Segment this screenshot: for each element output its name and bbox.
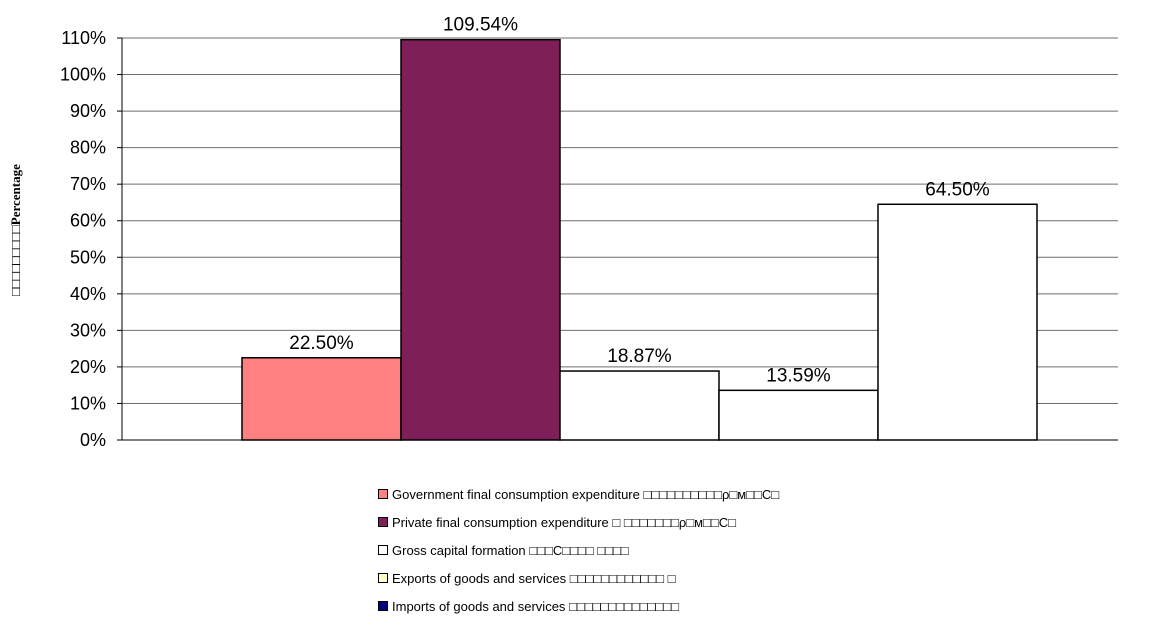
legend-swatch xyxy=(378,489,388,499)
legend: Government final consumption expenditure… xyxy=(378,480,1078,620)
y-tick-label: 40% xyxy=(70,284,106,304)
bar xyxy=(400,38,561,441)
y-tick-label: 80% xyxy=(70,138,106,158)
bar-chart: 0% 10% 20% 30% 40% 50% 60% 70% 80% 90% 100% 110% 22.… xyxy=(60,15,1118,450)
legend-swatch xyxy=(378,601,388,611)
legend-item: Gross capital formation □□□C□□□□ □□□□ xyxy=(378,536,1078,564)
y-axis-label-text: □□□□□□□□□Percentage xyxy=(8,164,23,296)
y-tick-label: 100% xyxy=(60,65,106,85)
legend-item: Exports of goods and services □□□□□□□□□□… xyxy=(378,564,1078,592)
legend-label: Gross capital formation □□□C□□□□ □□□□ xyxy=(392,542,629,558)
bar xyxy=(241,357,402,441)
y-tick-label: 70% xyxy=(70,174,106,194)
legend-item: Government final consumption expenditure… xyxy=(378,480,1078,508)
y-tick-label: 90% xyxy=(70,101,106,121)
legend-swatch xyxy=(378,545,388,555)
y-tick-label: 50% xyxy=(70,247,106,267)
legend-label: Private final consumption expenditure □ … xyxy=(392,514,736,530)
legend-swatch xyxy=(378,517,388,527)
legend-label: Exports of goods and services □□□□□□□□□□… xyxy=(392,570,676,586)
y-tick-label: 10% xyxy=(70,393,106,413)
legend-item: Private final consumption expenditure □ … xyxy=(378,508,1078,536)
legend-swatch xyxy=(378,573,388,583)
legend-label: Government final consumption expenditure… xyxy=(392,486,780,502)
bar xyxy=(877,203,1038,441)
data-label: 109.54% xyxy=(443,15,518,36)
data-label: 22.50% xyxy=(289,333,354,354)
data-label: 13.59% xyxy=(766,365,831,386)
y-tick-label: 60% xyxy=(70,211,106,231)
data-label: 18.87% xyxy=(607,346,672,367)
y-axis-label: □□□□□□□□□Percentage xyxy=(4,150,28,310)
y-tick-label: 30% xyxy=(70,320,106,340)
bar xyxy=(718,389,879,441)
y-tick-label: 20% xyxy=(70,357,106,377)
y-tick-label: 0% xyxy=(80,430,106,450)
legend-label: Imports of goods and services □□□□□□□□□□… xyxy=(392,598,679,614)
data-label: 64.50% xyxy=(925,179,990,200)
y-tick-label: 110% xyxy=(61,28,106,48)
legend-item: Imports of goods and services □□□□□□□□□□… xyxy=(378,592,1078,620)
bar xyxy=(559,370,720,441)
